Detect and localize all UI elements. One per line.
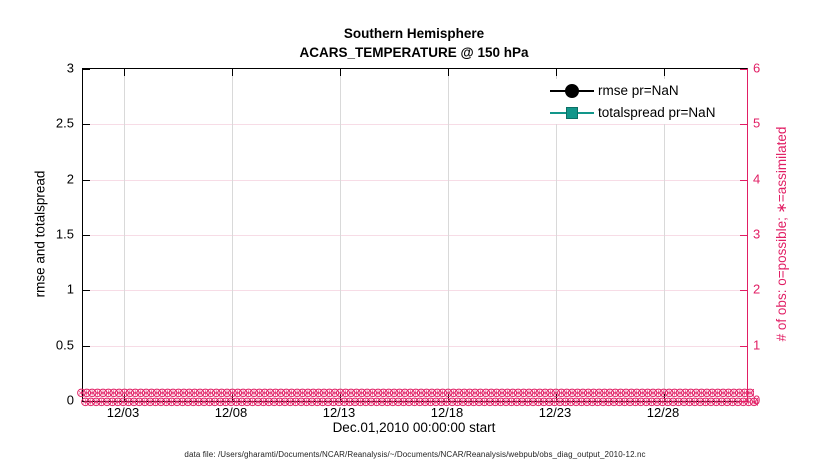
left-tick-label: 2: [66, 171, 74, 187]
right-tick-label: 5: [753, 115, 761, 131]
x-tick-label: 12/18: [430, 405, 464, 420]
left-tick-mark: [83, 345, 90, 347]
left-tick-mark: [83, 179, 90, 181]
chart-title-line1: Southern Hemisphere: [343, 26, 485, 41]
right-tick-label: 1: [753, 337, 761, 353]
left-tick-label: 3: [66, 60, 74, 76]
left-tick-mark: [83, 235, 90, 236]
left-tick-label: 0.5: [55, 337, 74, 353]
x-tick-mark-top: [664, 69, 665, 76]
legend-item-label: rmse pr=NaN: [598, 83, 679, 98]
h-gridline: [83, 124, 747, 126]
h-gridline: [83, 235, 747, 236]
x-tick-label: 12/13: [322, 405, 356, 420]
circle-marker-icon: [565, 83, 579, 98]
x-tick-mark: [556, 394, 557, 401]
x-tick-mark-top: [448, 69, 449, 76]
left-tick-mark: [83, 290, 90, 292]
x-tick-mark-top: [124, 69, 125, 76]
right-tick-label: 2: [753, 281, 761, 297]
x-tick-label: 12/28: [646, 405, 680, 420]
h-gridline: [83, 345, 747, 347]
v-gridline: [664, 69, 665, 401]
v-gridline: [340, 69, 341, 401]
legend-swatch: [550, 81, 594, 100]
left-tick-label: 1.5: [55, 226, 74, 242]
plot-area: ⊛⊛⊛⊛⊛⊛⊛⊛⊛⊛⊛⊛⊛⊛⊛⊛⊛⊛⊛⊛⊛⊛⊛⊛⊛⊛⊛⊛⊛⊛⊛⊛⊛⊛⊛⊛⊛⊛⊛⊛…: [76, 68, 758, 410]
square-marker-icon: [566, 106, 578, 119]
legend-swatch: [550, 103, 594, 122]
v-gridline: [124, 69, 125, 401]
data-file-caption: data file: /Users/gharamti/Documents/NCA…: [184, 450, 646, 459]
left-tick-label: 1: [66, 281, 74, 297]
legend-item-label: totalspread pr=NaN: [598, 105, 716, 120]
x-tick-label: 12/08: [214, 405, 248, 420]
v-gridline: [232, 69, 233, 401]
legend-item: rmse pr=NaN: [550, 81, 746, 100]
x-tick-mark-top: [340, 69, 341, 76]
left-tick-mark: [83, 401, 90, 402]
x-tick-label: 12/23: [538, 405, 572, 420]
x-tick-mark: [448, 394, 449, 401]
right-tick-mark: [740, 401, 747, 402]
x-tick-mark: [664, 394, 665, 401]
left-tick-mark: [83, 69, 90, 70]
right-tick-mark: [740, 124, 747, 126]
right-tick-label: 4: [753, 171, 761, 187]
right-tick-label: 3: [753, 226, 761, 242]
right-tick-mark: [740, 290, 747, 292]
chart-title-line2: ACARS_TEMPERATURE @ 150 hPa: [299, 45, 529, 60]
right-tick-label: 6: [753, 60, 761, 76]
right-tick-mark: [740, 179, 747, 181]
left-tick-mark: [83, 124, 90, 126]
v-gridline: [556, 69, 557, 401]
legend: rmse pr=NaN totalspread pr=NaN: [550, 79, 746, 124]
x-tick-mark-top: [556, 69, 557, 76]
left-tick-label: 2.5: [55, 115, 74, 131]
right-tick-mark: [740, 345, 747, 347]
h-gridline: [83, 179, 747, 181]
right-tick-label: 0: [753, 392, 761, 408]
left-tick-label: 0: [66, 392, 74, 408]
obs-count-band-row: ⊛⊛⊛⊛⊛⊛⊛⊛⊛⊛⊛⊛⊛⊛⊛⊛⊛⊛⊛⊛⊛⊛⊛⊛⊛⊛⊛⊛⊛⊛⊛⊛⊛⊛⊛⊛⊛⊛⊛⊛…: [80, 396, 758, 410]
right-tick-mark: [740, 235, 747, 236]
right-tick-mark: [740, 69, 747, 70]
x-axis-label: Dec.01,2010 00:00:00 start: [332, 420, 496, 435]
x-tick-mark: [124, 394, 125, 401]
h-gridline: [83, 290, 747, 292]
chart-title: Southern Hemisphere ACARS_TEMPERATURE @ …: [82, 24, 746, 62]
legend-item: totalspread pr=NaN: [550, 103, 746, 122]
x-tick-label: 12/03: [106, 405, 140, 420]
x-tick-mark: [340, 394, 341, 401]
x-tick-mark: [232, 394, 233, 401]
obs-count-band-row: ⊛⊛⊛⊛⊛⊛⊛⊛⊛⊛⊛⊛⊛⊛⊛⊛⊛⊛⊛⊛⊛⊛⊛⊛⊛⊛⊛⊛⊛⊛⊛⊛⊛⊛⊛⊛⊛⊛⊛⊛…: [76, 387, 754, 401]
x-tick-mark-top: [232, 69, 233, 76]
v-gridline: [448, 69, 449, 401]
